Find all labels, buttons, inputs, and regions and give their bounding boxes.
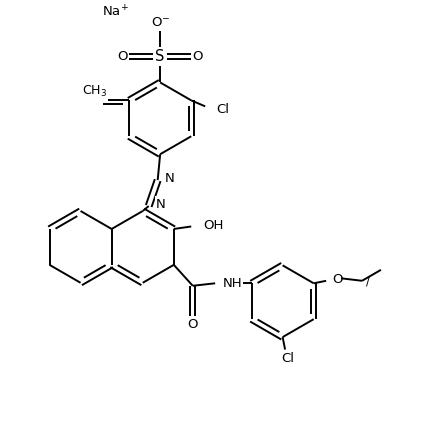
Text: N: N (165, 172, 174, 185)
Text: O$^{-}$: O$^{-}$ (151, 16, 170, 29)
Text: N: N (156, 198, 165, 211)
Text: O: O (192, 50, 203, 63)
Text: O: O (333, 273, 343, 286)
Text: Cl: Cl (281, 352, 294, 364)
Text: Na$^{+}$: Na$^{+}$ (102, 4, 129, 19)
Text: NH: NH (223, 277, 242, 290)
Text: CH$_3$: CH$_3$ (82, 84, 107, 99)
Text: Cl: Cl (216, 103, 229, 116)
Text: S: S (155, 49, 165, 64)
Text: O: O (118, 50, 128, 63)
Text: $/$: $/$ (365, 274, 371, 288)
Text: OH: OH (204, 219, 224, 232)
Text: O: O (187, 318, 198, 331)
